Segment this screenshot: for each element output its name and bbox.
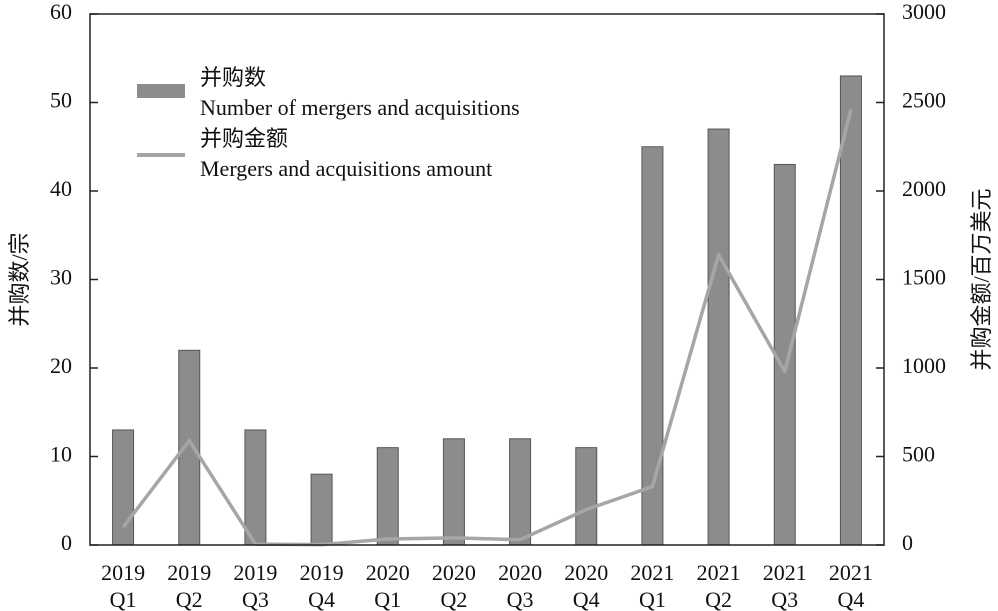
x-tick-label: 2021: [829, 560, 873, 585]
bar: [442, 438, 465, 546]
x-tick-label: 2019: [300, 560, 344, 585]
legend-swatch: [137, 84, 185, 98]
y-tick-label: 30: [50, 265, 72, 290]
y-axis-label: 并购数/宗: [7, 232, 32, 326]
y-tick-label: 50: [50, 88, 72, 113]
x-tick-label: Q1: [639, 587, 666, 611]
x-tick-label: 2020: [366, 560, 410, 585]
y-tick-label: 40: [50, 176, 72, 201]
x-tick-label: Q4: [837, 587, 864, 611]
bar: [310, 473, 333, 546]
x-tick-label: 2021: [763, 560, 807, 585]
x-tick-label: Q4: [573, 587, 600, 611]
x-tick-label: Q3: [771, 587, 798, 611]
y2-tick-label: 2500: [902, 88, 946, 113]
x-tick-label: 2019: [167, 560, 211, 585]
y2-tick-label: 500: [902, 442, 935, 467]
y-tick-label: 10: [50, 442, 72, 467]
x-tick-label: Q3: [242, 587, 269, 611]
y2-tick-label: 0: [902, 530, 913, 555]
legend-label: Number of mergers and acquisitions: [200, 95, 520, 120]
y2-axis-label: 并购金额/百万美元: [969, 188, 994, 370]
x-tick-label: Q1: [374, 587, 401, 611]
x-tick-label: 2020: [432, 560, 476, 585]
x-tick-label: Q2: [705, 587, 732, 611]
x-tick-label: 2020: [498, 560, 542, 585]
bar: [244, 429, 267, 546]
x-tick-label: Q1: [110, 587, 137, 611]
x-tick-label: Q4: [308, 587, 335, 611]
x-tick-label: 2020: [564, 560, 608, 585]
x-tick-label: Q2: [176, 587, 203, 611]
y-tick-label: 60: [50, 0, 72, 24]
plot-frame: [89, 13, 885, 546]
x-tick-label: Q2: [440, 587, 467, 611]
x-tick-label: Q3: [507, 587, 534, 611]
bar: [707, 128, 730, 546]
y2-tick-label: 1500: [902, 265, 946, 290]
x-tick-label: 2021: [697, 560, 741, 585]
line: [121, 109, 853, 547]
y2-tick-label: 3000: [902, 0, 946, 24]
x-tick-label: 2019: [101, 560, 145, 585]
legend-label: Mergers and acquisitions amount: [200, 156, 492, 181]
bar: [839, 75, 862, 546]
bar: [376, 447, 399, 546]
y-tick-label: 20: [50, 353, 72, 378]
legend-label: 并购金额: [200, 126, 288, 151]
x-tick-label: 2021: [630, 560, 674, 585]
y-tick-label: 0: [61, 530, 72, 555]
bar: [575, 447, 598, 546]
legend-label: 并购数: [200, 65, 266, 90]
y2-tick-label: 2000: [902, 176, 946, 201]
y2-tick-label: 1000: [902, 353, 946, 378]
bar: [112, 429, 135, 546]
x-tick-label: 2019: [233, 560, 277, 585]
bar: [773, 163, 796, 546]
bar: [509, 438, 532, 546]
